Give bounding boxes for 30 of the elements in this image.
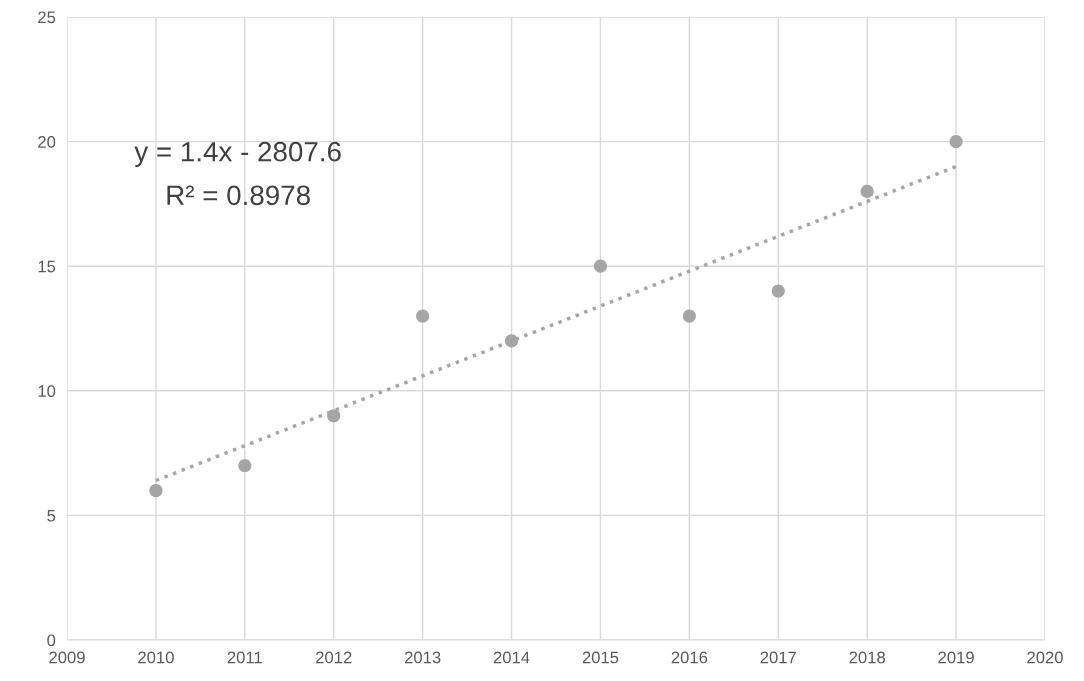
annotation: y = 1.4x - 2807.6 — [134, 141, 341, 168]
point — [593, 259, 608, 273]
x-tick-label: 2009 — [49, 651, 85, 664]
point — [949, 135, 963, 149]
x-tick-label: 2013 — [404, 651, 441, 664]
x-tick-label: 2011 — [227, 651, 262, 664]
y-tick-label: 20 — [38, 136, 56, 148]
x-tick-label: 2010 — [138, 651, 174, 664]
point — [149, 483, 163, 498]
point — [327, 409, 341, 423]
x-tick-label: 2020 — [1027, 651, 1063, 664]
y-tick-label: 5 — [47, 509, 56, 522]
x-tick-label: 2016 — [671, 651, 708, 664]
x-tick-label: 2012 — [316, 651, 352, 664]
point — [682, 309, 696, 323]
x-tick-label: 2017 — [760, 651, 796, 664]
y-tick-label: 10 — [38, 385, 56, 397]
x-tick-label: 2014 — [493, 651, 530, 664]
point — [238, 458, 252, 473]
x-tick-label: 2018 — [849, 651, 885, 664]
y-tick-label: 25 — [38, 11, 56, 24]
y-tick-label: 15 — [38, 260, 56, 273]
x-tick-label: 2015 — [582, 651, 619, 664]
x-tick-label: 2019 — [938, 651, 974, 664]
y-tick-label: 0 — [47, 634, 56, 647]
annotation: R² = 0.8978 — [167, 185, 310, 206]
point — [504, 334, 519, 348]
point — [771, 284, 785, 298]
point — [860, 184, 874, 199]
point — [416, 309, 430, 323]
